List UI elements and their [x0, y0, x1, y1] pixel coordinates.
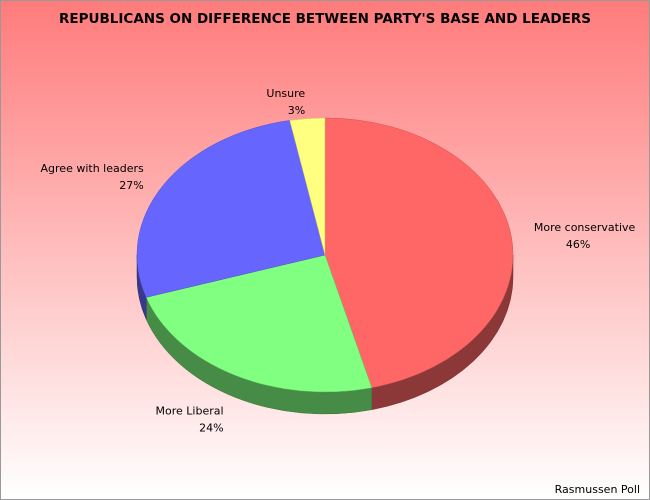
slice: [136, 120, 326, 298]
slice-label: Unsure: [266, 87, 305, 100]
slice: [145, 254, 373, 393]
chart-title: REPUBLICANS ON DIFFERENCE BETWEEN PARTY'…: [59, 11, 591, 27]
value-label: 24%: [199, 421, 223, 434]
source-note: Rasmussen Poll: [555, 483, 640, 496]
slice: [324, 117, 514, 388]
value-label: 46%: [566, 238, 590, 251]
slice-label: Agree with leaders: [41, 162, 144, 175]
slice: [289, 117, 326, 256]
value-label: 27%: [119, 179, 143, 192]
slice-label: More Liberal: [156, 404, 224, 417]
value-label: 3%: [288, 104, 305, 117]
slice-label: More conservative: [534, 221, 636, 234]
